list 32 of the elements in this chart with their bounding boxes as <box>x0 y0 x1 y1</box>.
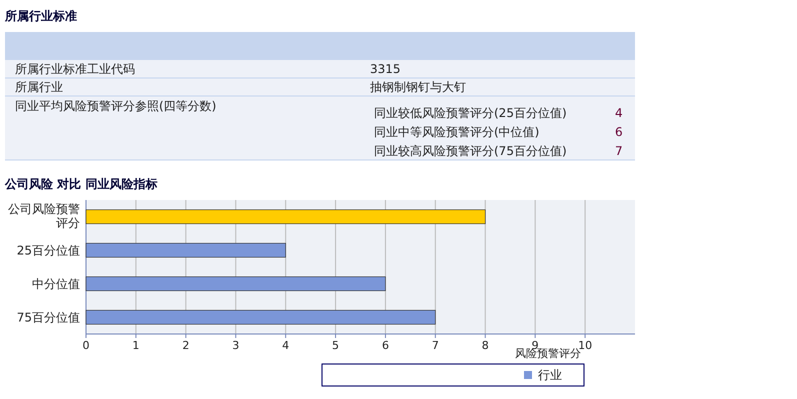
x-tick-label: 0 <box>82 339 90 352</box>
y-tick-label: 75百分位值 <box>16 310 80 324</box>
bar <box>86 276 386 292</box>
x-tick-label: 10 <box>578 339 592 352</box>
x-tick-label: 4 <box>282 339 290 352</box>
bar <box>86 242 286 258</box>
bar <box>86 209 486 224</box>
text: 同业较高风险预警评分(75百分位值) <box>374 144 567 158</box>
text: 同业较低风险预警评分(25百分位值) <box>374 106 567 120</box>
x-tick-label: 1 <box>132 339 140 352</box>
x-tick-label: 6 <box>382 339 389 352</box>
text: 6 <box>615 125 623 139</box>
text: 7 <box>615 144 623 158</box>
x-tick-label: 5 <box>332 339 340 352</box>
x-tick-label: 2 <box>182 339 190 352</box>
x-tick-label: 8 <box>482 339 489 352</box>
bar <box>86 310 436 325</box>
y-tick-label: 25百分位值 <box>16 243 80 258</box>
text: 4 <box>615 106 623 120</box>
y-tick-label: 中分位值 <box>32 276 80 291</box>
text: 3315 <box>370 62 401 76</box>
x-tick-label: 7 <box>432 339 439 352</box>
text: 所属行业 <box>15 80 63 94</box>
y-tick-label: 公司风险预警评分 <box>8 202 80 230</box>
text: 所属行业标准工业代码 <box>15 62 135 76</box>
text: 所属行业标准 <box>4 9 77 23</box>
x-tick-label: 3 <box>232 339 240 352</box>
chart-title: 公司风险 对比 同业风险指标 <box>4 177 158 191</box>
text: 同业中等风险预警评分(中位值) <box>374 125 540 139</box>
text: 同业平均风险预警评分参照(四等分数) <box>15 99 216 113</box>
legend-label: 行业 <box>538 368 562 382</box>
text: 抽钢制钢钉与大钉 <box>370 80 466 94</box>
